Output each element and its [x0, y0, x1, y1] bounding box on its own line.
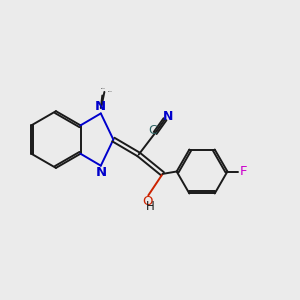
- Text: F: F: [240, 165, 247, 178]
- Text: N: N: [163, 110, 173, 123]
- Text: N: N: [96, 166, 107, 179]
- Text: O: O: [142, 195, 152, 208]
- Text: methyl: methyl: [100, 88, 105, 89]
- Text: C: C: [148, 124, 157, 137]
- Text: N: N: [95, 100, 106, 113]
- Text: H: H: [146, 200, 154, 213]
- Text: methyl: methyl: [108, 90, 113, 92]
